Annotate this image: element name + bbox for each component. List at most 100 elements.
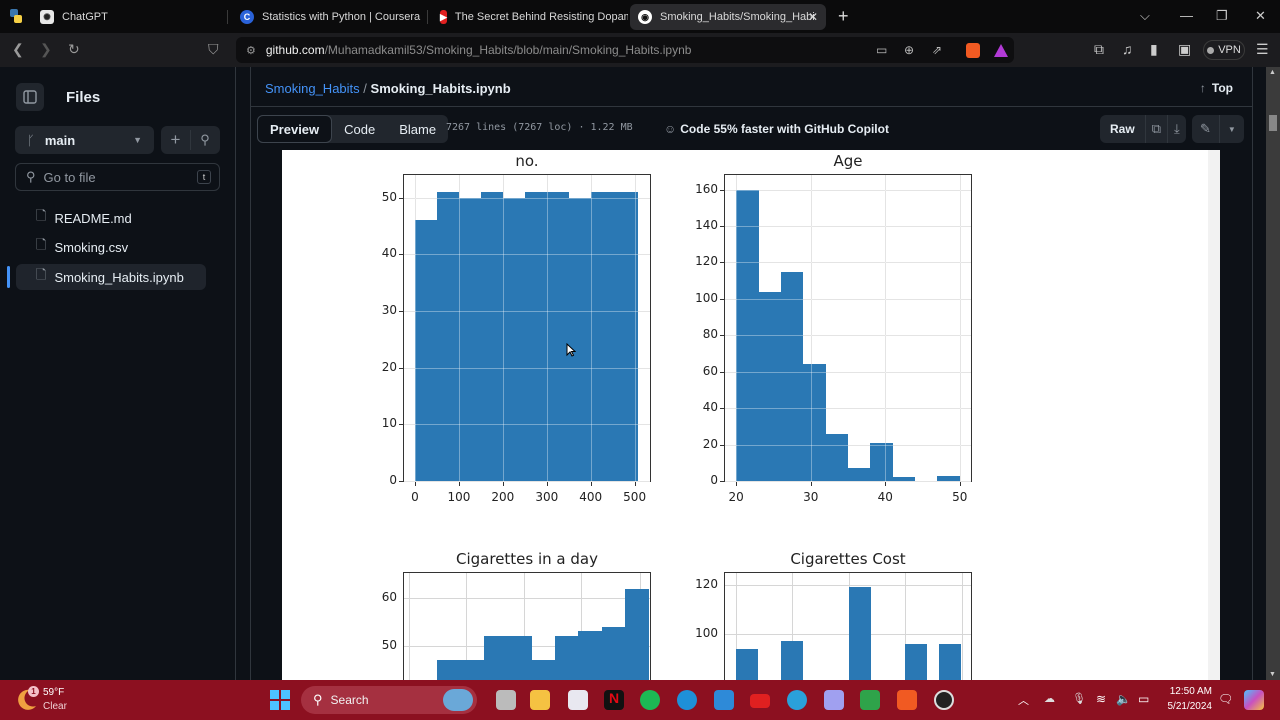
y-tick-label: 20 — [702, 436, 718, 451]
tab-github-active[interactable]: ◉ Smoking_Habits/Smoking_Habi ✕ — [630, 4, 826, 30]
download-button[interactable]: ⤓ — [1166, 115, 1186, 143]
gridline — [725, 481, 971, 482]
x-tick-label: 30 — [803, 490, 819, 504]
telegram-icon[interactable] — [787, 690, 807, 710]
edge-icon[interactable] — [677, 690, 697, 710]
site-settings-icon[interactable]: ⚙ — [246, 44, 256, 57]
minimize-button[interactable]: — — [1180, 8, 1193, 23]
tab-chatgpt[interactable]: ✺ ChatGPT — [32, 4, 228, 30]
onedrive-icon[interactable]: ☁ — [1044, 693, 1055, 705]
x-tick — [736, 482, 738, 486]
edit-dropdown-button[interactable]: ▼ — [1218, 115, 1244, 143]
file-tree-item-notebook[interactable]: 🗋 Smoking_Habits.ipynb — [16, 264, 206, 290]
gridline — [725, 262, 971, 264]
sidebar-toggle-icon[interactable]: ▮ — [1150, 41, 1158, 57]
clock-date[interactable]: 5/21/2024 — [1167, 701, 1213, 712]
back-icon[interactable]: ❮ — [12, 41, 24, 57]
restore-button[interactable]: ❐ — [1216, 8, 1228, 23]
raw-button[interactable]: Raw — [1110, 122, 1135, 136]
breadcrumb-repo-link[interactable]: Smoking_Habits — [265, 81, 360, 96]
tab-code[interactable]: Code — [344, 121, 376, 137]
tray-overflow-chevron-icon[interactable]: ︿ — [1018, 695, 1029, 707]
back-to-top-button[interactable]: ↑ Top — [1200, 81, 1233, 95]
volume-icon[interactable]: 🔈 — [1116, 692, 1131, 706]
battery-icon[interactable]: ▭ — [1138, 692, 1150, 706]
copy-raw-button[interactable]: ⧉ — [1144, 115, 1167, 143]
gridline — [725, 226, 971, 227]
ms-store-icon[interactable] — [568, 690, 588, 710]
brave-rewards-icon[interactable] — [994, 43, 1008, 57]
search-code-button[interactable]: ⚲ — [200, 132, 210, 147]
obs-icon[interactable] — [934, 690, 954, 710]
histogram-bar — [848, 468, 871, 481]
file-tree-item-readme[interactable]: 🗋 README.md — [16, 205, 206, 231]
close-window-button[interactable]: ✕ — [1255, 8, 1266, 23]
extensions-icon[interactable]: ⧉ — [1094, 41, 1104, 57]
netflix-icon[interactable]: N — [604, 690, 624, 710]
scroll-up-arrow-icon[interactable]: ▲ — [1269, 69, 1276, 76]
app-icon[interactable] — [824, 690, 844, 710]
classroom-icon[interactable] — [860, 690, 880, 710]
reload-icon[interactable]: ↻ — [68, 41, 80, 57]
menu-icon[interactable]: ☰ — [1256, 41, 1269, 57]
gridline — [590, 175, 592, 481]
page-scrollbar[interactable]: ▲ ▼ — [1266, 67, 1280, 680]
share-icon[interactable]: ⇗ — [932, 43, 943, 57]
edit-pencil-button[interactable]: ✎ — [1200, 121, 1211, 136]
y-tick — [720, 444, 724, 446]
notification-badge: 1 — [28, 686, 39, 697]
microphone-icon[interactable]: 🎙 — [1072, 693, 1086, 705]
task-view-icon[interactable] — [496, 690, 516, 710]
scroll-down-arrow-icon[interactable]: ▼ — [1269, 671, 1276, 678]
vpn-button[interactable]: VPN — [1203, 40, 1245, 60]
file-tree-item-smoking-csv[interactable]: 🗋 Smoking.csv — [16, 234, 206, 260]
cast-icon[interactable]: ▭ — [876, 43, 888, 57]
scrollbar-thumb[interactable] — [1269, 115, 1277, 131]
tab-youtube[interactable]: ▶ The Secret Behind Resisting Dopami — [432, 4, 628, 30]
go-to-file-input[interactable]: ⚲ Go to file t — [15, 163, 220, 191]
weather-desc: Clear — [43, 701, 67, 712]
tab-preview[interactable]: Preview — [257, 115, 333, 143]
x-tick — [810, 482, 812, 486]
notifications-icon[interactable]: 🗨 — [1218, 692, 1234, 706]
gridline — [725, 226, 971, 227]
copilot-promo-link[interactable]: ☺ Code 55% faster with GitHub Copilot — [664, 122, 889, 136]
close-tab-icon[interactable]: ✕ — [807, 10, 818, 24]
address-bar[interactable]: ⚙ github.com /Muhamadkamil53/Smoking_Hab… — [236, 37, 1014, 63]
branch-select[interactable]: ᚴ main ▼ — [15, 126, 154, 154]
histogram-bar — [780, 271, 804, 481]
gridline — [905, 573, 906, 693]
gridline — [725, 585, 971, 586]
start-button[interactable] — [270, 690, 290, 710]
gridline — [792, 573, 793, 693]
spotify-icon[interactable] — [640, 690, 660, 710]
new-tab-button[interactable]: + — [838, 6, 849, 26]
youtube-app-icon[interactable] — [750, 694, 770, 708]
wallet-icon[interactable]: ▣ — [1178, 41, 1192, 57]
gridline — [404, 367, 650, 369]
clock-time[interactable]: 12:50 AM — [1169, 686, 1212, 697]
collapse-sidebar-button[interactable] — [16, 83, 44, 111]
wifi-icon[interactable]: ≋ — [1096, 692, 1107, 706]
file-explorer-icon[interactable] — [530, 690, 550, 710]
brave-taskbar-icon[interactable] — [897, 690, 917, 710]
breadcrumb-separator: / — [363, 81, 367, 96]
python-app-icon[interactable] — [8, 8, 24, 24]
add-file-button[interactable]: + — [162, 130, 191, 150]
forward-icon[interactable]: ❯ — [40, 41, 52, 57]
brave-shields-icon[interactable] — [966, 42, 980, 58]
vscode-icon[interactable] — [714, 690, 734, 710]
weather-widget[interactable]: 1 — [14, 686, 40, 712]
y-tick — [720, 262, 724, 264]
zoom-icon[interactable]: ⊕ — [904, 43, 915, 57]
tab-blame[interactable]: Blame — [399, 121, 437, 137]
y-tick — [399, 481, 403, 482]
taskbar-search[interactable]: ⚲ Search — [301, 686, 477, 714]
y-tick — [399, 367, 403, 369]
bookmark-icon[interactable]: ⛉ — [208, 41, 219, 57]
tab-coursera[interactable]: C Statistics with Python | Coursera — [232, 4, 428, 30]
media-icon[interactable]: ♫ — [1122, 41, 1133, 57]
copilot-taskbar-icon[interactable] — [1244, 690, 1264, 710]
gridline — [404, 424, 650, 426]
tab-search-chevron-icon[interactable]: ⌵ — [1140, 8, 1150, 23]
